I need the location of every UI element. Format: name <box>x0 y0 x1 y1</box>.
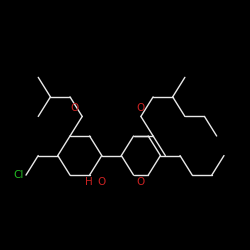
Text: O: O <box>137 103 145 113</box>
Text: O: O <box>98 177 106 187</box>
Text: O: O <box>71 103 79 113</box>
Text: Cl: Cl <box>13 170 24 180</box>
Text: H: H <box>85 177 93 187</box>
Text: O: O <box>137 177 145 187</box>
